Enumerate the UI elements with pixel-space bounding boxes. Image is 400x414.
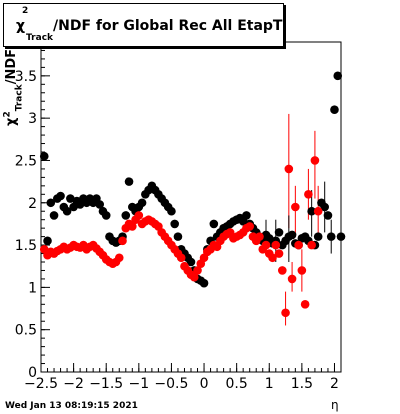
point-black <box>137 198 147 208</box>
x-tick-label: −1 <box>129 376 150 392</box>
point-black <box>274 228 284 237</box>
x-tick-label: 1 <box>265 376 274 392</box>
point-red <box>271 240 281 250</box>
x-tick-label: −0.5 <box>154 376 188 392</box>
x-tick-label: 0 <box>200 376 209 392</box>
point-black <box>39 151 49 161</box>
y-tick-label: 3.5 <box>15 69 37 85</box>
point-black <box>121 211 131 220</box>
point-black <box>326 232 336 241</box>
ylabel-rest: /NDF <box>3 48 19 85</box>
x-tick-label: −2.5 <box>24 376 58 392</box>
point-red <box>304 190 313 199</box>
x-tick-label: 2 <box>330 376 339 392</box>
title-rest: /NDF for Global Rec All EtapT <box>53 18 283 34</box>
point-red <box>310 156 320 165</box>
point-red <box>128 222 137 231</box>
point-black <box>242 211 251 220</box>
point-red <box>278 266 287 275</box>
y-axis-label: χ2Track/NDF <box>2 27 25 147</box>
point-black <box>49 211 59 220</box>
title-sub: Track <box>26 32 54 43</box>
point-black <box>173 232 183 241</box>
y-tick-label: 2 <box>28 196 37 212</box>
point-black <box>307 206 316 216</box>
point-red <box>300 300 310 309</box>
x-tick-label: −1.5 <box>89 376 123 392</box>
y-tick-label: 1 <box>28 280 37 296</box>
point-red <box>294 240 303 250</box>
ylabel-sup: 2 <box>2 111 13 118</box>
point-red <box>313 206 323 216</box>
point-red <box>291 202 300 212</box>
y-tick-label: 3 <box>28 111 37 127</box>
point-black <box>101 211 111 220</box>
point-black <box>124 177 134 186</box>
point-black <box>199 278 209 288</box>
y-tick-label: 2.5 <box>15 153 37 169</box>
point-red <box>297 266 307 275</box>
data-points <box>39 71 346 318</box>
x-tick-label: −2 <box>63 376 84 392</box>
point-black <box>313 232 323 241</box>
timestamp: Wed Jan 13 08:19:15 2021 <box>5 401 138 411</box>
y-tick-label: 0 <box>28 365 37 381</box>
ylabel-chi: χ <box>3 117 19 126</box>
point-red <box>261 240 271 250</box>
point-black <box>320 202 329 212</box>
title-sup: 2 <box>22 6 29 16</box>
point-red <box>268 253 277 263</box>
point-black <box>333 71 343 81</box>
point-black <box>43 236 52 246</box>
point-black <box>95 200 104 209</box>
y-tick-label: 0.5 <box>15 323 37 339</box>
chart-title: χ 2 Track/NDF for Global Rec All EtapT <box>16 6 283 43</box>
point-black <box>323 211 333 220</box>
point-red <box>176 253 186 263</box>
point-red <box>307 240 316 250</box>
title-chi: χ <box>16 18 26 34</box>
point-black <box>62 206 72 216</box>
axis-ticks: 0 0.5 1 1.5 2 2.5 3 3.5 −2.5 −2 −1.5 −1 −0.5 0 0.5 1 1.5… <box>15 49 342 392</box>
point-red <box>287 274 297 284</box>
point-black <box>287 230 297 240</box>
x-tick-label: 1.5 <box>291 376 313 392</box>
point-black <box>66 194 75 203</box>
ylabel-sub: Track <box>14 84 25 112</box>
point-black <box>46 198 56 208</box>
plot-frame <box>40 41 342 373</box>
point-red <box>284 164 294 174</box>
point-red <box>114 253 124 263</box>
point-black <box>336 232 346 241</box>
point-red <box>255 232 264 241</box>
y-tick-label: 1.5 <box>15 238 37 254</box>
point-red <box>245 222 254 231</box>
point-black <box>209 219 219 229</box>
point-red <box>118 236 127 246</box>
chart-title-box: χ 2 Track/NDF for Global Rec All EtapT <box>3 3 284 47</box>
point-red <box>281 308 290 318</box>
point-black <box>167 206 176 216</box>
x-axis-label: η <box>331 398 339 412</box>
point-black <box>170 219 179 229</box>
point-red <box>189 272 199 282</box>
point-red <box>274 249 284 258</box>
x-tick-label: 0.5 <box>226 376 248 392</box>
point-red <box>193 266 202 275</box>
point-black <box>56 191 65 201</box>
point-black <box>186 257 196 267</box>
point-black <box>330 105 339 114</box>
point-red <box>134 211 144 220</box>
